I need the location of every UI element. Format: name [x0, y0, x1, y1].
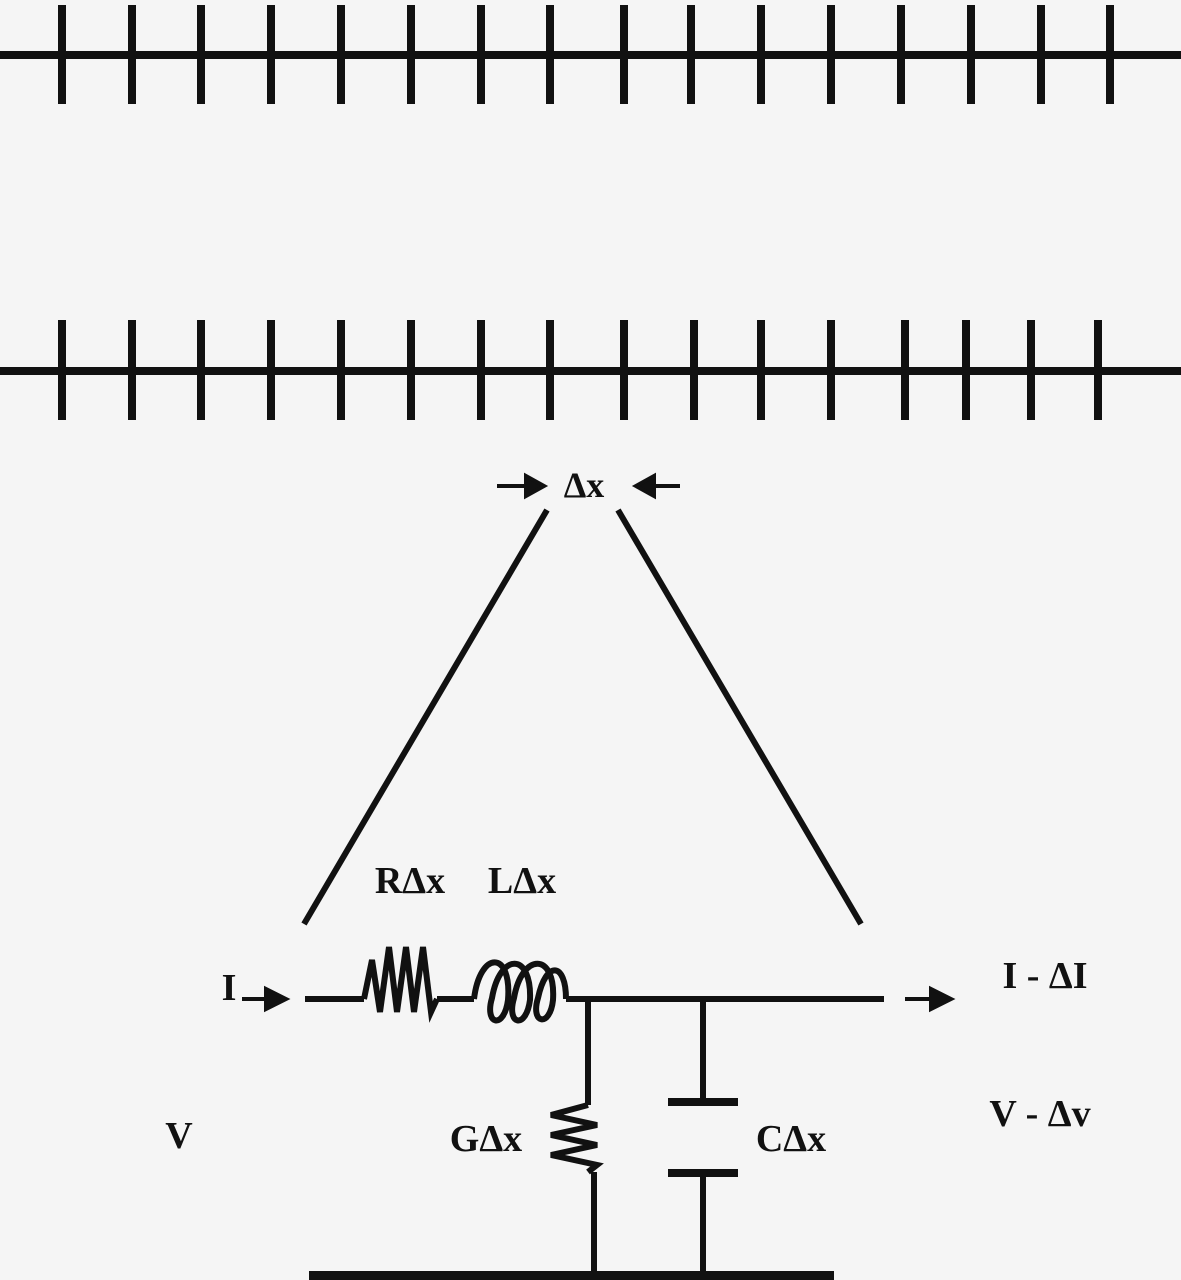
output-current-label: I - ΔI	[1002, 955, 1087, 997]
output-current-arrowhead	[929, 985, 956, 1013]
series-resistance-label: RΔx	[375, 860, 445, 902]
input-voltage-label: V	[165, 1115, 193, 1157]
expansion-lines	[301, 508, 864, 926]
input-current-label: I	[222, 967, 237, 1009]
output-voltage-label: V - Δv	[989, 1093, 1090, 1135]
conductor-top-ticks	[58, 5, 1114, 104]
series-inductor-symbol	[471, 959, 569, 1024]
conductor-top	[0, 5, 1181, 104]
conductor-bottom-ticks	[58, 320, 1102, 420]
shunt-capacitance-label: CΔx	[756, 1118, 826, 1160]
input-current-arrowhead	[264, 985, 291, 1013]
shunt-conductance-symbol	[550, 1102, 604, 1175]
delta-x-left-arrowhead	[524, 472, 549, 500]
conductor-bottom	[0, 320, 1181, 420]
delta-x-marker	[497, 472, 680, 500]
current-arrows	[242, 985, 956, 1013]
equivalent-circuit	[305, 946, 884, 1280]
delta-x-right-arrowhead	[631, 472, 656, 500]
shunt-conductance-label: GΔx	[450, 1118, 522, 1160]
delta-x-label: Δx	[564, 465, 605, 505]
series-inductance-label: LΔx	[488, 860, 556, 902]
expansion-line-left	[301, 508, 550, 926]
expansion-line-right	[615, 508, 864, 926]
series-resistor-symbol	[361, 946, 440, 1023]
